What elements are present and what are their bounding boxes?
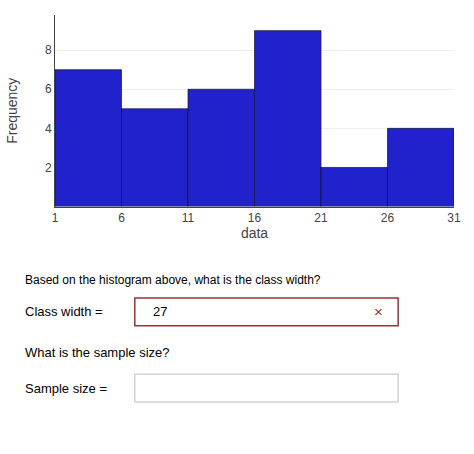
svg-text:21: 21 <box>314 211 328 225</box>
svg-text:What is the sample size?: What is the sample size? <box>25 345 170 360</box>
svg-text:Frequency: Frequency <box>4 78 20 144</box>
svg-text:6: 6 <box>45 82 52 96</box>
svg-text:4: 4 <box>45 122 52 136</box>
svg-text:6: 6 <box>118 211 125 225</box>
svg-text:data: data <box>241 225 268 241</box>
svg-text:11: 11 <box>182 211 195 225</box>
svg-text:Sample size =: Sample size = <box>25 381 111 396</box>
svg-text:Based on the histogram above,: Based on the histogram above, what is th… <box>25 273 321 287</box>
svg-text:8: 8 <box>45 43 52 57</box>
svg-text:31: 31 <box>447 211 461 225</box>
svg-text:27: 27 <box>153 304 167 319</box>
svg-text:26: 26 <box>381 211 395 225</box>
svg-text:1: 1 <box>52 211 59 225</box>
svg-text:16: 16 <box>248 211 262 225</box>
svg-text:×: × <box>374 303 383 320</box>
svg-text:2: 2 <box>45 161 52 175</box>
svg-text:Class width =: Class width = <box>25 304 106 319</box>
